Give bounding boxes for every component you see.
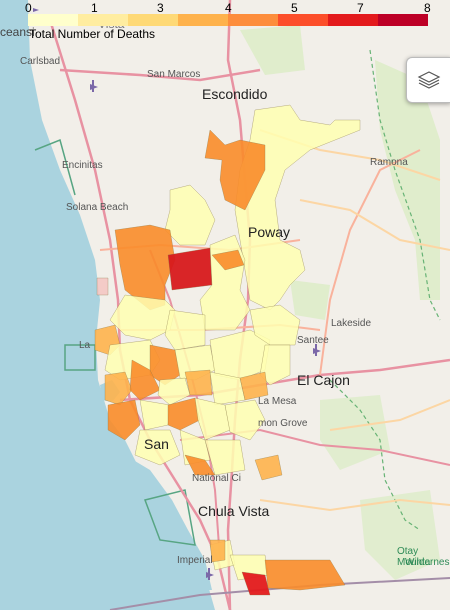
san-diego-bay	[125, 455, 212, 590]
legend-color-step	[78, 14, 128, 26]
label-otay: Otay Mounta	[397, 546, 431, 568]
label-national-city: National Ci	[192, 473, 241, 484]
zip-region-orange-13[interactable]	[254, 454, 283, 481]
park-5	[360, 490, 440, 580]
zip-region-orange-9[interactable]	[239, 371, 269, 401]
zip-region-yellow-1[interactable]	[164, 184, 216, 246]
legend-tick: 0	[25, 1, 32, 15]
zip-region-orange-2[interactable]	[114, 224, 176, 311]
zip-region-yellow-17[interactable]	[204, 439, 246, 476]
zip-region-yellow-15[interactable]	[134, 429, 181, 466]
legend-tick: 4	[225, 1, 232, 15]
legend: 0 1 3 4 5 7 8 Total Number of Deaths	[0, 0, 450, 41]
boundary-dashed	[369, 49, 441, 321]
layers-icon	[417, 71, 441, 89]
zip-region-yellow-12[interactable]	[139, 399, 171, 431]
zip-region-orange-8[interactable]	[184, 369, 213, 396]
zip-region-yellow-13[interactable]	[194, 397, 231, 441]
zip-region-pink[interactable]	[96, 277, 109, 296]
road-2	[299, 199, 450, 251]
legend-color-scale	[28, 14, 428, 26]
legend-color-step	[328, 14, 378, 26]
legend-color-step	[178, 14, 228, 26]
label-san: San	[144, 436, 169, 452]
ocean	[0, 0, 215, 610]
label-wilderness: Wildernes	[405, 557, 450, 568]
zip-region-yellow-3[interactable]	[109, 294, 176, 341]
legend-color-step	[378, 14, 428, 26]
legend-tick: 5	[291, 1, 298, 15]
choropleth	[94, 104, 361, 596]
legend-color-step	[278, 14, 328, 26]
zip-region-orange-10[interactable]	[107, 399, 141, 441]
legend-tick: 8	[424, 1, 431, 15]
label-el-cajon: El Cajon	[297, 372, 350, 388]
label-escondido: Escondido	[202, 86, 268, 102]
legend-title: Total Number of Deaths	[29, 27, 156, 41]
label-la-mesa: La Mesa	[258, 396, 297, 407]
label-lemon-grove: mon Grove	[258, 418, 308, 429]
zip-region-orange-7[interactable]	[129, 359, 161, 401]
parks	[375, 60, 440, 300]
zip-region-yellow-14[interactable]	[224, 399, 266, 441]
highway-78	[59, 68, 261, 82]
zip-region-orange-15[interactable]	[264, 559, 346, 591]
legend-tick: 3	[157, 1, 164, 15]
legend-tick: 7	[357, 1, 364, 15]
label-solana-beach: Solana Beach	[66, 202, 129, 213]
airport-icon	[33, 8, 321, 580]
label-oceanside: ceansi	[0, 25, 35, 39]
zip-region-orange-6[interactable]	[104, 371, 133, 406]
label-poway: Poway	[248, 224, 291, 240]
zip-region-red-1[interactable]	[167, 247, 213, 291]
park-4	[320, 395, 390, 470]
zip-region-yellow-8[interactable]	[249, 304, 301, 346]
road-3	[329, 399, 450, 431]
legend-color-step	[228, 14, 278, 26]
legend-color-step	[28, 14, 78, 26]
label-chula-vista: Chula Vista	[198, 503, 270, 519]
label-san-marcos: San Marcos	[147, 69, 201, 80]
label-santee: Santee	[297, 335, 329, 346]
highway-67	[319, 149, 421, 376]
zip-region-north[interactable]	[234, 104, 361, 311]
boundary-dashed-2	[329, 379, 421, 531]
label-la: La	[79, 340, 91, 351]
zip-region-yellow-9[interactable]	[259, 344, 291, 386]
marine-boundary-3	[144, 489, 196, 546]
zip-region-orange-14[interactable]	[209, 539, 226, 563]
legend-tick: 1	[91, 1, 98, 15]
legend-color-step	[128, 14, 178, 26]
park-3	[290, 280, 330, 320]
road-4	[259, 498, 450, 512]
zip-region-yellow-4[interactable]	[164, 309, 206, 351]
zip-region-orange-1[interactable]	[204, 129, 266, 211]
park-2	[240, 25, 305, 75]
label-carlsbad: Carlsbad	[20, 56, 61, 67]
marine-boundary	[34, 138, 76, 196]
label-ramona: Ramona	[370, 157, 408, 168]
zip-region-orange-11[interactable]	[167, 397, 201, 431]
zip-region-red-2[interactable]	[241, 571, 271, 596]
label-imperial: Imperial	[177, 555, 213, 566]
marine-boundary-2	[64, 344, 96, 371]
zip-region-orange-3[interactable]	[211, 249, 245, 271]
zip-region-yellow-10[interactable]	[157, 377, 191, 406]
label-encinitas: Encinitas	[62, 160, 103, 171]
label-lakeside: Lakeside	[331, 318, 372, 329]
highway-i15	[226, 0, 252, 610]
layers-button[interactable]	[406, 57, 450, 103]
